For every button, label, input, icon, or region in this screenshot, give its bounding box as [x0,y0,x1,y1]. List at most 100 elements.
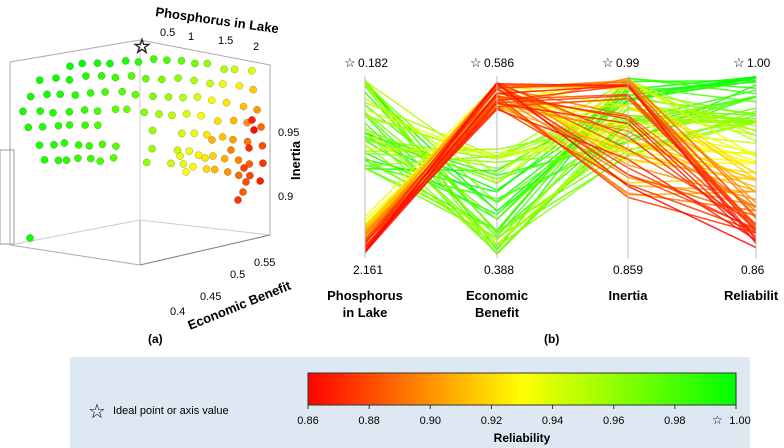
scatter-point [26,92,35,101]
pc-axis-top-1: 0.586 [484,56,514,70]
scatter-point [24,123,33,132]
scatter-point [209,152,217,160]
pc-axis-label-0a: Phosphorus [327,288,403,303]
scatter-point [65,121,74,129]
panel-label-b: (b) [544,332,559,346]
scatter-point [80,106,89,114]
parallel-coordinates-panel: ☆ 0.182 ☆ 0.586 ☆ 0.99 ☆ 1.00 2.161 0.38… [327,55,779,346]
scatter-point [127,72,136,80]
scatter-point [234,196,242,204]
scatter-point [106,59,114,68]
legend-panel: ☆ Ideal point or axis value 0.86 0.88 0.90… [70,357,751,448]
scatter-point [179,160,188,168]
scatter-point [86,154,95,163]
scatter-point [85,142,94,150]
scatter-point [245,160,254,168]
scatter-point [109,153,118,162]
tick-inertia-0: 0.9 [278,191,293,203]
scatter-point [155,110,163,118]
pc-line [364,84,757,250]
scatter-point [141,74,150,83]
tick-inertia-1: 0.95 [278,127,299,139]
scatter-point [234,171,243,180]
scatter-point [207,96,216,105]
pc-line [364,102,757,253]
scatter-point [19,107,27,116]
scatter-point [65,76,74,84]
scatter-point [250,126,258,134]
left-crop-frame [0,149,15,245]
scatter-point [220,65,228,74]
scatter-point [60,139,69,147]
scatter-point [248,116,256,124]
tick-economic-2: 0.5 [230,269,245,281]
scatter-point [230,65,239,74]
scatter-point [174,74,182,83]
scatter-point [245,144,253,152]
pc-axis-top-0: 0.182 [358,56,388,70]
pc-axis-top-3: 1.00 [747,56,771,70]
scatter-point [176,152,184,160]
star-icon: ☆ [88,401,106,423]
star-icon: ☆ [712,413,723,427]
scatter-point [164,93,173,101]
pc-line [364,81,757,245]
scatter-point [185,147,194,156]
scatter-point [208,136,216,144]
scatter-3d-panel: ☆ Phosphorus in Lake 0.5 1 1.5 2 Inertia… [0,4,303,346]
colorbar [307,372,737,406]
scatter-point [26,234,34,242]
pc-line [364,84,757,253]
scatter-point [234,156,243,164]
scatter-point [242,178,250,186]
scatter-point [223,168,232,176]
tick-phosphorus-3: 2 [253,41,259,53]
scatter-point [149,55,158,63]
tick-economic-1: 0.45 [200,291,221,303]
scatter-point [140,108,149,117]
scatter-point [121,57,130,65]
scatter-point [182,168,190,176]
scatter-point [142,158,151,167]
pc-axis-bottom-3: 0.86 [741,263,765,277]
scatter-point [50,140,58,149]
scatter-point [118,87,127,96]
scatter-point [203,59,212,68]
scatter-point [194,151,203,160]
tick-phosphorus-0: 0.5 [160,27,175,39]
scatter-point [112,142,120,151]
scatter-point [229,116,238,125]
scatter-point [111,105,120,114]
colorbar-tick-label: 0.92 [481,415,502,427]
scatter-point [190,76,198,85]
scatter-point [222,98,231,107]
pc-axis-label-1b: Benefit [475,305,520,320]
scatter-point [81,121,89,130]
scatter-point [257,123,265,131]
colorbar-tick-label: 0.98 [664,415,685,427]
pc-axes [364,76,757,258]
scatter-point [182,109,191,118]
star-icon: ☆ [470,55,482,70]
scatter-point [201,154,209,162]
pc-line [364,119,757,160]
colorbar-tick-label: 0.90 [420,415,441,427]
scatter-point [43,90,51,99]
scatter-point [78,59,87,68]
scatter-point [36,107,45,115]
pc-axis-label-0b: in Lake [343,305,388,320]
pc-axis-label-2: Inertia [608,288,648,303]
scatter-point [98,140,107,149]
legend-ideal-text: Ideal point or axis value [113,405,229,417]
scatter-point [213,117,222,125]
scatter-point [52,74,60,82]
star-icon: ☆ [133,36,151,58]
scatter-points [19,55,267,242]
scatter-point [190,129,199,138]
pc-line [364,121,757,248]
scatter-point [191,59,199,68]
scatter-point [202,165,211,173]
scatter-point [259,159,267,168]
star-icon: ☆ [733,55,745,70]
scatter-point [65,108,74,116]
